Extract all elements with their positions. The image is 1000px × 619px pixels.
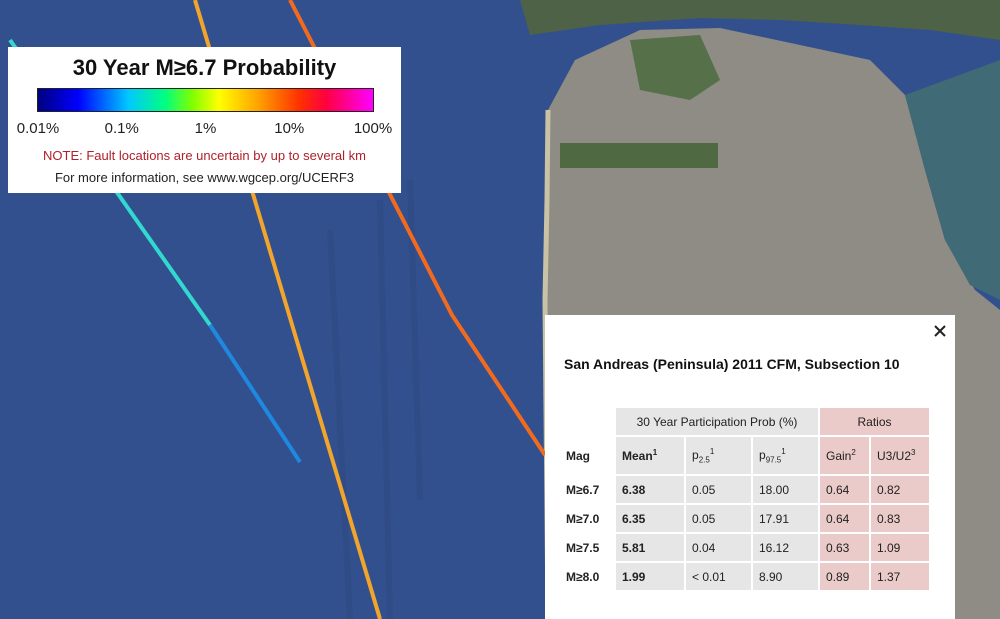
header-superscript: 3	[911, 448, 916, 457]
header-subscript: 2.5	[698, 455, 710, 465]
color-scale-labels: 0.01% 0.1% 1% 10% 100%	[8, 120, 401, 140]
park	[560, 143, 718, 168]
legend-title: 30 Year M≥6.7 Probability	[72, 55, 337, 80]
table-cell: 0.64	[820, 476, 869, 503]
table-cell: 1.37	[871, 563, 929, 590]
scale-label: 0.01%	[16, 120, 60, 137]
column-header: Mag	[560, 437, 614, 474]
column-header: U3/U23	[871, 437, 929, 474]
close-button[interactable]	[933, 324, 947, 338]
header-row: Mag Mean1 p2.51 p97.51 Gain2 U3/U23	[560, 437, 929, 474]
table-row: M≥6.7 6.38 0.05 18.00 0.64 0.82	[560, 476, 929, 503]
fault-trace	[208, 323, 302, 464]
table-cell: 1.99	[616, 563, 684, 590]
scale-label: 1%	[194, 120, 217, 137]
scale-label: 100%	[353, 120, 393, 137]
table-cell: 0.05	[686, 505, 751, 532]
table-cell: 17.91	[753, 505, 818, 532]
header-superscript: 1	[709, 446, 715, 456]
header-text: Mean	[622, 449, 653, 463]
legend-info: For more information, see www.wgcep.org/…	[54, 170, 355, 185]
table-cell: 16.12	[753, 534, 818, 561]
scale-label: 10%	[274, 120, 305, 137]
table-cell: 6.38	[616, 476, 684, 503]
table-cell: 0.82	[871, 476, 929, 503]
color-scale	[37, 88, 374, 112]
header-text: p	[692, 447, 699, 462]
row-label: M≥6.7	[566, 482, 600, 497]
scale-label: 0.1%	[104, 120, 139, 137]
column-header: p97.51	[753, 437, 818, 474]
column-header: Mean1	[616, 437, 684, 474]
row-label: M≥8.0	[566, 569, 600, 584]
table-cell: 0.83	[871, 505, 929, 532]
land-north	[520, 0, 1000, 40]
table-cell: 0.04	[686, 534, 751, 561]
header-superscript: 2	[851, 448, 856, 457]
row-label: M≥7.0	[566, 511, 600, 526]
group-header: Ratios	[820, 408, 929, 435]
header-text: p	[759, 447, 766, 462]
info-popup: San Andreas (Peninsula) 2011 CFM, Subsec…	[545, 315, 955, 619]
probability-table: 30 Year Participation Prob (%) Ratios Mag M…	[558, 406, 931, 592]
bay	[905, 60, 1000, 300]
table-row: M≥8.0 1.99 < 0.01 8.90 0.89 1.37	[560, 563, 929, 590]
presidio	[630, 35, 720, 100]
popup-title: San Andreas (Peninsula) 2011 CFM, Subsec…	[564, 356, 900, 372]
header-text: U3/U2	[877, 449, 912, 463]
legend-note: NOTE: Fault locations are uncertain by u…	[43, 148, 366, 163]
table-row: M≥7.5 5.81 0.04 16.12 0.63 1.09	[560, 534, 929, 561]
header-text: Mag	[566, 448, 590, 463]
header-superscript: 1	[781, 446, 786, 456]
empty-cell	[560, 408, 614, 435]
table-cell: 0.89	[820, 563, 869, 590]
table-row: M≥7.0 6.35 0.05 17.91 0.64 0.83	[560, 505, 929, 532]
table-cell: 5.81	[616, 534, 684, 561]
table-cell: 18.00	[753, 476, 818, 503]
legend: 30 Year M≥6.7 Probability 0.01% 0.1% 1% 10%…	[8, 47, 401, 193]
table-cell: 0.64	[820, 505, 869, 532]
group-header-row: 30 Year Participation Prob (%) Ratios	[560, 408, 929, 435]
header-superscript: 1	[652, 448, 658, 457]
table-cell: 0.63	[820, 534, 869, 561]
group-header: 30 Year Participation Prob (%)	[616, 408, 818, 435]
table-cell: 1.09	[871, 534, 929, 561]
row-label: M≥7.5	[566, 540, 600, 555]
header-subscript: 97.5	[765, 455, 782, 465]
column-header: p2.51	[686, 437, 751, 474]
table-cell: < 0.01	[686, 563, 751, 590]
table-cell: 0.05	[686, 476, 751, 503]
table-cell: 8.90	[753, 563, 818, 590]
column-header: Gain2	[820, 437, 869, 474]
table-cell: 6.35	[616, 505, 684, 532]
header-text: Gain	[826, 449, 852, 463]
